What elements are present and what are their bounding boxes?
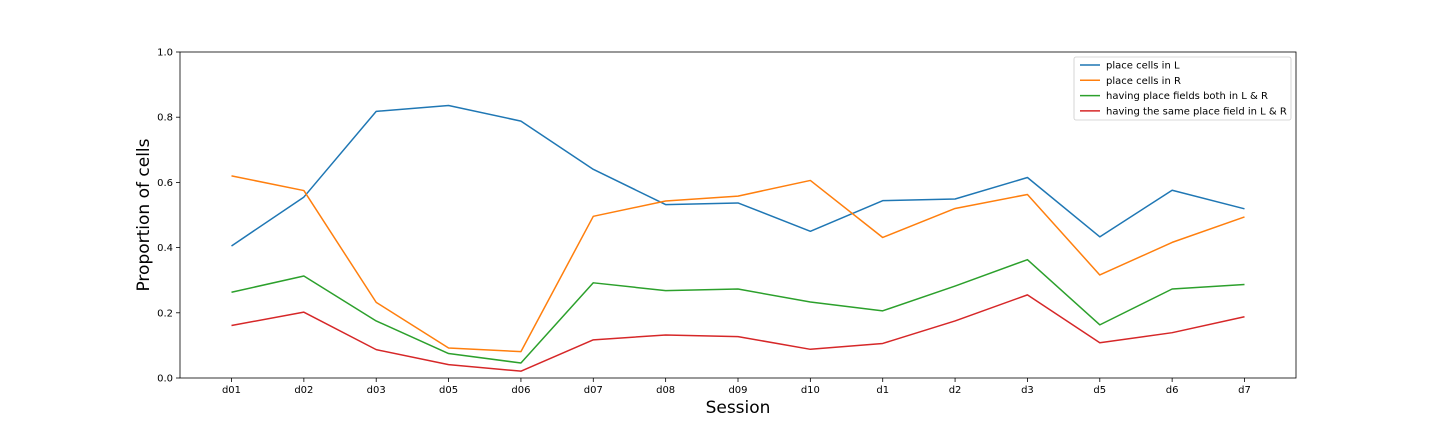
x-tick-label: d03 — [367, 385, 386, 396]
legend: place cells in L place cells in R having p… — [1073, 56, 1292, 121]
x-tick-label: d3 — [1021, 385, 1034, 396]
series-line-4 — [231, 294, 1245, 372]
series-line-2 — [231, 175, 1245, 353]
x-tick-label: d08 — [656, 385, 675, 396]
y-tick-label: 0.4 — [157, 243, 173, 254]
series-line-3 — [231, 258, 1245, 364]
legend-label-3: having place fields both in L & R — [1106, 91, 1268, 102]
x-tick-label: d10 — [801, 385, 820, 396]
legend-label-4: having the same place field in L & R — [1106, 106, 1287, 117]
x-tick-label: d02 — [294, 385, 313, 396]
y-tick-label: 0.8 — [157, 113, 173, 124]
legend-box — [1073, 56, 1292, 121]
series-layer — [231, 104, 1245, 372]
y-tick-label: 0.6 — [157, 178, 173, 189]
x-tick-label: d1 — [876, 385, 889, 396]
x-tick-label: d2 — [949, 385, 962, 396]
legend-label-2: place cells in R — [1106, 76, 1181, 87]
x-tick-label: d7 — [1238, 385, 1251, 396]
x-tick-label: d06 — [511, 385, 530, 396]
x-tick-label: d6 — [1166, 385, 1179, 396]
x-tick-label: d05 — [439, 385, 458, 396]
x-tick-label: d5 — [1093, 385, 1106, 396]
x-tick-label: d09 — [728, 385, 747, 396]
y-tick-label: 0.0 — [157, 374, 173, 385]
x-axis: d01 d02 d03 d05 d06 d07 d08 d09 d10 d1 d2 d3 d5 d6 d7 — [222, 378, 1251, 396]
x-tick-label: d01 — [222, 385, 241, 396]
legend-label-1: place cells in L — [1106, 61, 1180, 72]
x-tick-label: d07 — [584, 385, 603, 396]
series-line-1 — [231, 104, 1245, 247]
y-tick-label: 0.2 — [157, 308, 173, 319]
x-axis-label: Session — [706, 398, 771, 418]
y-axis: 0.0 0.2 0.4 0.6 0.8 1.0 — [157, 48, 180, 385]
y-axis-label: Proportion of cells — [134, 138, 154, 291]
y-tick-label: 1.0 — [157, 48, 173, 59]
